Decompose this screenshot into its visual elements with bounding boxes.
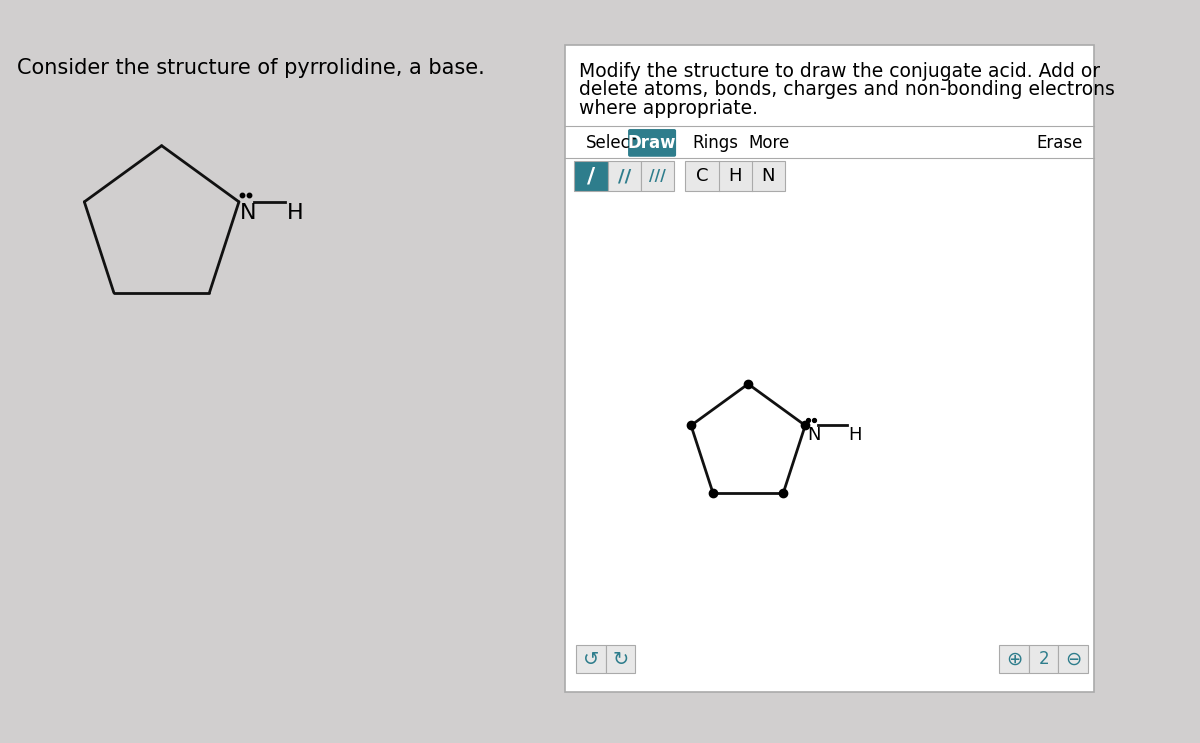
Text: delete atoms, bonds, charges and non-bonding electrons: delete atoms, bonds, charges and non-bon… xyxy=(580,80,1115,99)
Text: 2: 2 xyxy=(1038,650,1049,668)
Text: More: More xyxy=(748,134,790,152)
FancyBboxPatch shape xyxy=(685,161,785,191)
Text: N: N xyxy=(808,426,821,444)
FancyBboxPatch shape xyxy=(606,646,636,673)
FancyBboxPatch shape xyxy=(576,646,606,673)
FancyBboxPatch shape xyxy=(1000,646,1028,673)
Text: N: N xyxy=(762,167,775,185)
Text: Draw: Draw xyxy=(628,134,677,152)
Text: Consider the structure of pyrrolidine, a base.: Consider the structure of pyrrolidine, a… xyxy=(17,58,485,78)
Text: H: H xyxy=(287,203,304,223)
Text: //: // xyxy=(618,167,631,185)
Text: H: H xyxy=(848,426,862,444)
Text: ↻: ↻ xyxy=(612,649,629,669)
Text: ↺: ↺ xyxy=(583,649,599,669)
Text: Select: Select xyxy=(586,134,637,152)
Text: Modify the structure to draw the conjugate acid. Add or: Modify the structure to draw the conjuga… xyxy=(580,62,1100,81)
Text: where appropriate.: where appropriate. xyxy=(580,99,758,117)
Text: ///: /// xyxy=(649,169,666,184)
Text: C: C xyxy=(696,167,708,185)
FancyBboxPatch shape xyxy=(641,161,674,191)
Text: ⊖: ⊖ xyxy=(1066,649,1081,669)
Bar xyxy=(565,45,1093,692)
Text: Rings: Rings xyxy=(692,134,739,152)
FancyBboxPatch shape xyxy=(575,161,607,191)
FancyBboxPatch shape xyxy=(607,161,641,191)
Text: N: N xyxy=(240,203,257,223)
Text: Erase: Erase xyxy=(1036,134,1082,152)
Text: ⊕: ⊕ xyxy=(1006,649,1022,669)
FancyBboxPatch shape xyxy=(1058,646,1088,673)
FancyBboxPatch shape xyxy=(628,129,676,157)
FancyBboxPatch shape xyxy=(1028,646,1058,673)
Text: /: / xyxy=(587,166,595,186)
Text: H: H xyxy=(728,167,742,185)
